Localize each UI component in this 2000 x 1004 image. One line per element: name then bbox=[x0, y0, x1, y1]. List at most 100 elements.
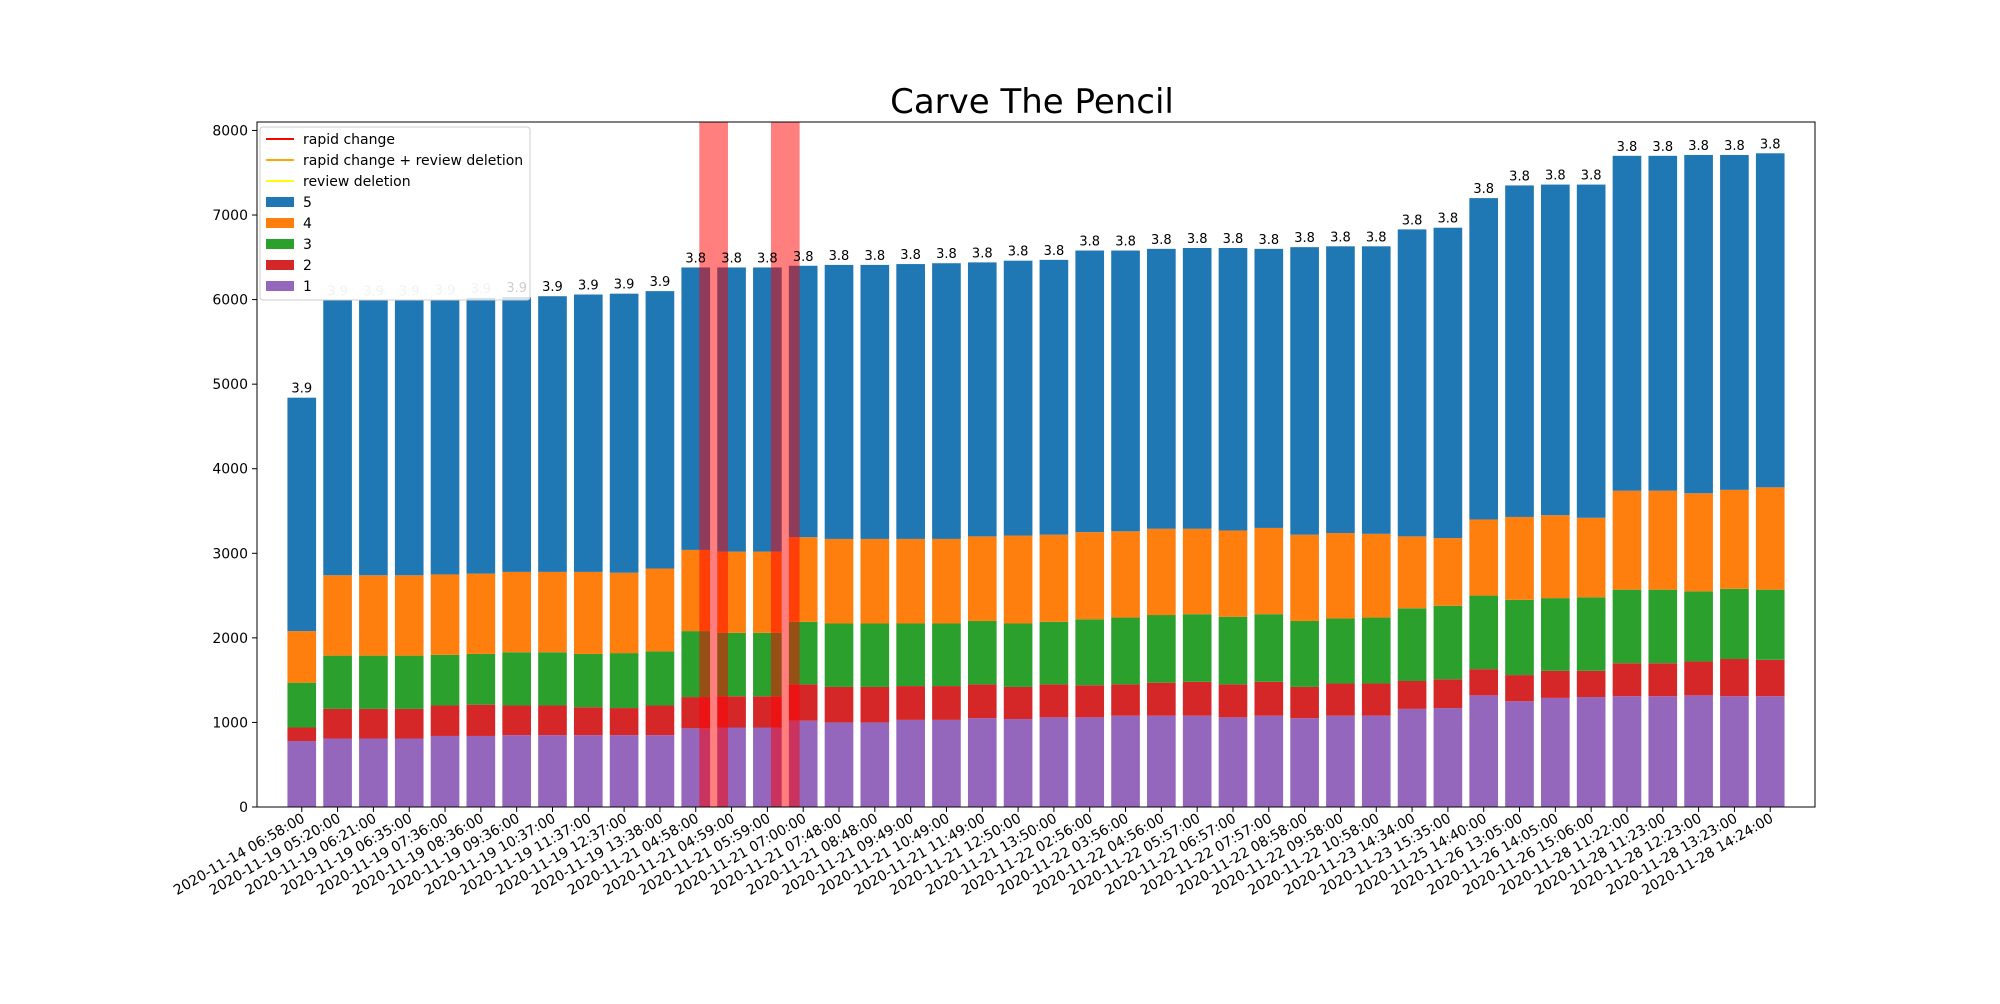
bar-segment-rating-4 bbox=[1003, 535, 1033, 624]
bar-segment-rating-4 bbox=[1648, 490, 1678, 590]
bar-label: 3.8 bbox=[1473, 182, 1494, 197]
bar-segment-rating-2 bbox=[1541, 670, 1570, 698]
bar-label: 3.8 bbox=[1509, 169, 1530, 184]
bar-segment-rating-5 bbox=[609, 293, 639, 573]
bar-segment-rating-5 bbox=[1147, 248, 1176, 529]
bar-segment-rating-3 bbox=[1003, 623, 1033, 687]
bar-segment-rating-3 bbox=[1469, 595, 1499, 670]
bar-segment-rating-2 bbox=[1290, 686, 1319, 719]
bar-segment-rating-5 bbox=[896, 264, 925, 539]
bar-segment-rating-3 bbox=[394, 655, 424, 709]
bar-segment-rating-2 bbox=[1147, 682, 1176, 716]
bar-segment-rating-5 bbox=[1541, 184, 1570, 516]
bar-label: 3.8 bbox=[1115, 235, 1136, 250]
legend-label: 2 bbox=[303, 258, 312, 274]
bar-label: 3.8 bbox=[1402, 213, 1423, 228]
bar-segment-rating-1 bbox=[1326, 715, 1355, 807]
bar-segment-rating-5 bbox=[1218, 248, 1248, 531]
bar-segment-rating-2 bbox=[1505, 675, 1534, 702]
bar-segment-rating-4 bbox=[1218, 530, 1248, 617]
bar-label: 3.8 bbox=[1044, 244, 1065, 259]
bar-segment-rating-5 bbox=[1720, 154, 1749, 490]
bar-segment-rating-1 bbox=[1218, 717, 1248, 807]
bar-segment-rating-4 bbox=[359, 575, 388, 656]
bar-segment-rating-1 bbox=[1612, 696, 1642, 807]
bar-label: 3.8 bbox=[721, 251, 742, 266]
bar-segment-rating-5 bbox=[573, 294, 603, 572]
bar-segment-rating-2 bbox=[932, 686, 961, 720]
bar-segment-rating-2 bbox=[466, 704, 496, 736]
bar-segment-rating-3 bbox=[645, 651, 675, 706]
bar-segment-rating-4 bbox=[1612, 490, 1642, 590]
legend-label: rapid change + review deletion bbox=[303, 153, 523, 169]
bar-label: 3.8 bbox=[1724, 139, 1745, 154]
bar-segment-rating-5 bbox=[1039, 259, 1069, 535]
bar-segment-rating-4 bbox=[1755, 487, 1785, 590]
bar-segment-rating-1 bbox=[1648, 696, 1678, 807]
bar-segment-rating-1 bbox=[1254, 715, 1284, 807]
bar-segment-rating-4 bbox=[896, 538, 925, 624]
bar-segment-rating-2 bbox=[1469, 669, 1499, 696]
bar-segment-rating-5 bbox=[1397, 229, 1427, 537]
bar-segment-rating-5 bbox=[1254, 248, 1284, 528]
y-tick-label: 8000 bbox=[212, 123, 248, 139]
y-tick-label: 1000 bbox=[212, 715, 248, 731]
bar-segment-rating-5 bbox=[466, 297, 496, 574]
bar-label: 3.9 bbox=[614, 278, 635, 293]
bar-segment-rating-3 bbox=[860, 623, 890, 687]
bar-segment-rating-3 bbox=[1218, 616, 1248, 685]
bars-layer bbox=[287, 153, 1785, 807]
bar-segment-rating-3 bbox=[287, 682, 317, 728]
legend-label: rapid change bbox=[303, 132, 395, 148]
bar-segment-rating-2 bbox=[896, 686, 925, 720]
bar-segment-rating-3 bbox=[1326, 618, 1355, 684]
bar-segment-rating-3 bbox=[359, 655, 388, 709]
legend-label: review deletion bbox=[303, 174, 411, 190]
bar-segment-rating-4 bbox=[1361, 533, 1391, 618]
bar-segment-rating-4 bbox=[1397, 536, 1427, 609]
bar-segment-rating-4 bbox=[1684, 493, 1713, 592]
bar-segment-rating-4 bbox=[967, 536, 997, 621]
y-tick-label: 7000 bbox=[212, 208, 248, 224]
bar-label: 3.8 bbox=[757, 251, 778, 266]
highlight-span-rapid-change bbox=[770, 122, 800, 807]
bar-segment-rating-5 bbox=[1505, 185, 1534, 517]
bar-segment-rating-1 bbox=[1433, 708, 1463, 807]
bar-segment-rating-1 bbox=[538, 735, 567, 807]
bar-label: 3.8 bbox=[1652, 140, 1673, 155]
bar-segment-rating-5 bbox=[323, 300, 352, 576]
bar-segment-rating-1 bbox=[1755, 696, 1785, 807]
legend-patch-swatch bbox=[266, 260, 294, 270]
bar-segment-rating-2 bbox=[967, 684, 997, 719]
bar-segment-rating-3 bbox=[1361, 617, 1391, 684]
bar-segment-rating-5 bbox=[1290, 247, 1319, 535]
bar-segment-rating-1 bbox=[1361, 715, 1391, 807]
bar-segment-rating-2 bbox=[1612, 663, 1642, 697]
bar-segment-rating-3 bbox=[430, 654, 460, 706]
bar-segment-rating-4 bbox=[1039, 534, 1069, 622]
bar-segment-rating-1 bbox=[359, 738, 388, 807]
bar-segment-rating-4 bbox=[1111, 531, 1140, 618]
bar-segment-rating-2 bbox=[287, 727, 317, 742]
plot-frame bbox=[256, 121, 1816, 808]
bar-label: 3.9 bbox=[650, 275, 671, 290]
bar-segment-rating-3 bbox=[466, 653, 496, 705]
y-tick-label: 5000 bbox=[212, 377, 248, 393]
legend-patch-swatch bbox=[266, 197, 294, 207]
bar-segment-rating-5 bbox=[932, 263, 961, 539]
bar-segment-rating-1 bbox=[860, 722, 890, 807]
bar-segment-rating-2 bbox=[1075, 685, 1105, 718]
bar-segment-rating-1 bbox=[466, 735, 496, 807]
legend-label: 1 bbox=[303, 279, 312, 295]
bar-segment-rating-5 bbox=[1111, 250, 1140, 532]
bar-segment-rating-2 bbox=[1576, 670, 1606, 698]
y-tick-label: 2000 bbox=[212, 631, 248, 647]
bar-segment-rating-3 bbox=[1755, 589, 1785, 660]
bar-label: 3.8 bbox=[900, 248, 921, 263]
bar-segment-rating-5 bbox=[538, 296, 567, 572]
bar-segment-rating-5 bbox=[1075, 250, 1105, 533]
bar-segment-rating-5 bbox=[1755, 153, 1785, 488]
legend-patch-swatch bbox=[266, 239, 294, 249]
bar-segment-rating-3 bbox=[1111, 617, 1140, 685]
